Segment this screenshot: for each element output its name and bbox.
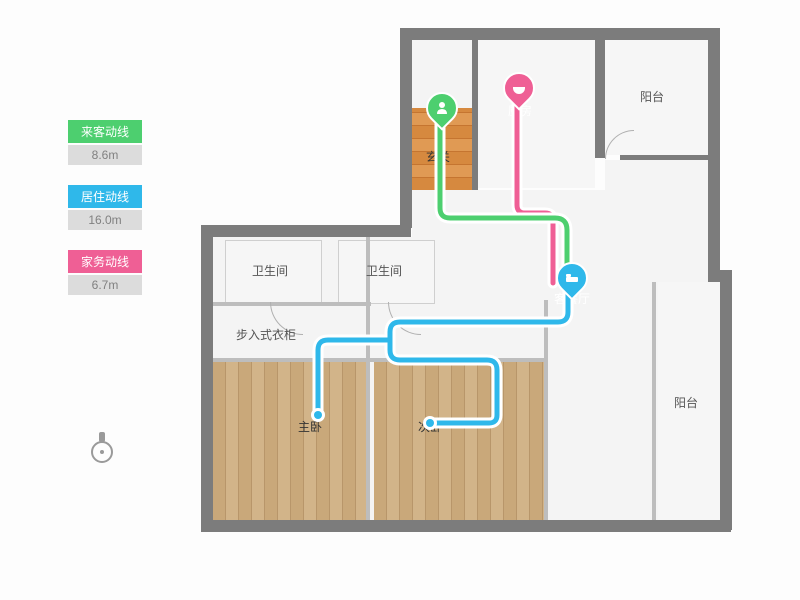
floor-plan: 玄关 厨房 阳台 阳台 卫生间 卫生间 步入式衣柜 主卧 次卧 客餐厅: [0, 0, 800, 600]
compass-icon: [84, 430, 120, 466]
circulation-paths: [0, 0, 800, 600]
